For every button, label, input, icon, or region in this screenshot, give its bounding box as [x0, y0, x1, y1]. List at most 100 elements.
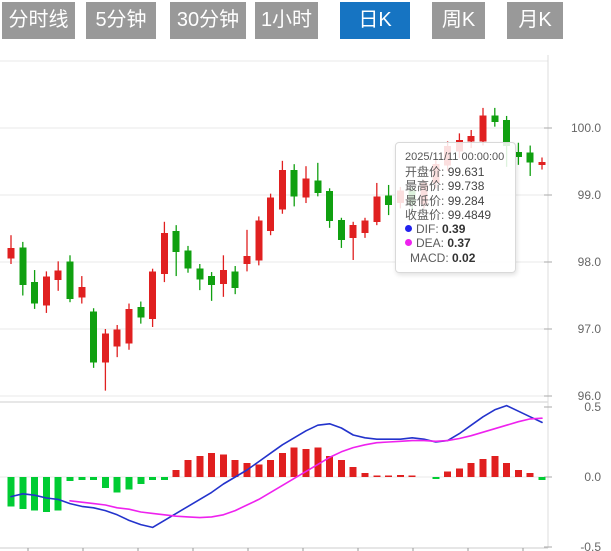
- macd-bar: [396, 474, 404, 477]
- macd-bar: [184, 460, 192, 477]
- dea-line: [69, 417, 543, 519]
- candle-body: [125, 308, 133, 344]
- candle-body: [526, 152, 534, 163]
- tooltip-row-最高价: 最高价: 99.738: [405, 179, 485, 194]
- macd-bar: [278, 453, 286, 477]
- macd-bar: [54, 477, 62, 511]
- tooltip: 2025/11/11 00:00:00 开盘价: 99.631 最高价: 99.7…: [395, 142, 516, 274]
- macd-bar: [361, 472, 369, 477]
- macd-bar: [408, 475, 416, 477]
- candle-body: [90, 311, 98, 363]
- macd-bar: [125, 477, 133, 490]
- macd-bar: [267, 460, 275, 477]
- tooltip-row-最低价: 最低价: 99.284: [405, 193, 485, 208]
- candle-body: [42, 276, 50, 306]
- macd-bar: [113, 477, 121, 493]
- candle-body: [231, 271, 239, 289]
- candle-body: [172, 231, 180, 252]
- candle-body: [160, 233, 168, 275]
- macd-bar: [455, 468, 463, 477]
- y-axis-label: 0.0: [584, 470, 601, 484]
- y-axis-label: 98.0: [578, 255, 602, 269]
- tooltip-row-DIF: DIF: 0.39: [405, 222, 506, 236]
- macd-bar: [90, 477, 98, 480]
- candle-body: [479, 115, 487, 142]
- tooltip-row-收盘价: 收盘价: 99.4849: [405, 207, 492, 222]
- candle-body: [184, 250, 192, 269]
- y-axis-label: 0.5: [584, 400, 601, 414]
- candle-body: [66, 261, 74, 299]
- macd-bar: [479, 458, 487, 477]
- candle-body: [149, 271, 157, 319]
- macd-bar: [149, 477, 157, 480]
- tooltip-row-开盘价: 开盘价: 99.631: [405, 165, 485, 179]
- candle-body: [31, 282, 39, 304]
- candle-body: [78, 286, 86, 298]
- macd-bar: [538, 477, 546, 480]
- candle-body: [267, 197, 275, 232]
- macd-bar: [432, 477, 440, 480]
- candle-body: [467, 136, 475, 142]
- tab-分时线[interactable]: 分时线: [2, 2, 75, 39]
- candle-body: [361, 220, 369, 234]
- tooltip-date: 2025/11/11 00:00:00: [405, 151, 505, 163]
- macd-bar: [514, 470, 522, 477]
- y-axis-labels: 100.0 99.0 98.0 97.0 96.00.5 0.0 -0.5: [544, 121, 601, 551]
- macd-bar: [385, 475, 393, 477]
- macd-bar: [172, 470, 180, 477]
- candle-body: [538, 162, 546, 165]
- macd-bar: [31, 477, 39, 511]
- tab-日K[interactable]: 日K: [340, 2, 410, 39]
- candle-body: [101, 333, 109, 363]
- candle-body: [290, 170, 298, 197]
- y-axis-label: 97.0: [578, 322, 602, 336]
- candle-body: [385, 195, 393, 206]
- candle-body: [373, 196, 381, 222]
- tab-1小时[interactable]: 1小时: [255, 2, 318, 39]
- macd-bar: [137, 477, 145, 484]
- series-dot-icon: [405, 239, 412, 247]
- macd-bar: [78, 477, 86, 480]
- tooltip-row-DEA: DEA: 0.37: [405, 236, 506, 250]
- tab-月K[interactable]: 月K: [507, 2, 563, 39]
- tooltip-row-MACD: MACD: 0.02: [410, 250, 476, 265]
- candle-body: [278, 170, 286, 210]
- macd-bar: [491, 456, 499, 477]
- macd-bar: [526, 472, 534, 477]
- macd-bar: [7, 477, 15, 507]
- tab-周K[interactable]: 周K: [432, 2, 485, 39]
- macd-bar: [160, 477, 168, 480]
- macd-bar: [349, 467, 357, 477]
- macd-bar: [314, 447, 322, 477]
- macd-bar: [208, 453, 216, 477]
- macd-bar: [373, 475, 381, 477]
- macd-bar: [444, 471, 452, 477]
- macd-bar: [255, 464, 263, 477]
- y-axis-label: 96.0: [578, 389, 602, 403]
- candle-body: [196, 268, 204, 280]
- time-range-tabs: 分时线 5分钟 30分钟 1小时 日K 周K 月K: [0, 0, 611, 42]
- candle-body: [19, 247, 27, 285]
- macd-bar: [290, 447, 298, 477]
- candle-body: [137, 306, 145, 318]
- macd-bar: [467, 463, 475, 477]
- y-axis-label: -0.5: [580, 540, 601, 551]
- macd-bar: [66, 477, 74, 482]
- macd-bar: [219, 454, 227, 477]
- macd-bar: [503, 463, 511, 477]
- candle-body: [54, 270, 62, 281]
- macd-bar: [302, 449, 310, 477]
- candle-body: [113, 329, 121, 347]
- tab-5分钟[interactable]: 5分钟: [86, 2, 156, 39]
- candle-body: [503, 119, 511, 147]
- candle-body: [208, 276, 216, 285]
- y-axis-label: 100.0: [571, 121, 601, 135]
- candle-body: [491, 115, 499, 122]
- candle-body: [219, 270, 227, 285]
- macd-bar: [196, 456, 204, 477]
- y-axis-label: 99.0: [578, 188, 602, 202]
- series-dot-icon: [405, 225, 412, 233]
- tab-30分钟[interactable]: 30分钟: [170, 2, 246, 39]
- macd-bar: [42, 477, 50, 512]
